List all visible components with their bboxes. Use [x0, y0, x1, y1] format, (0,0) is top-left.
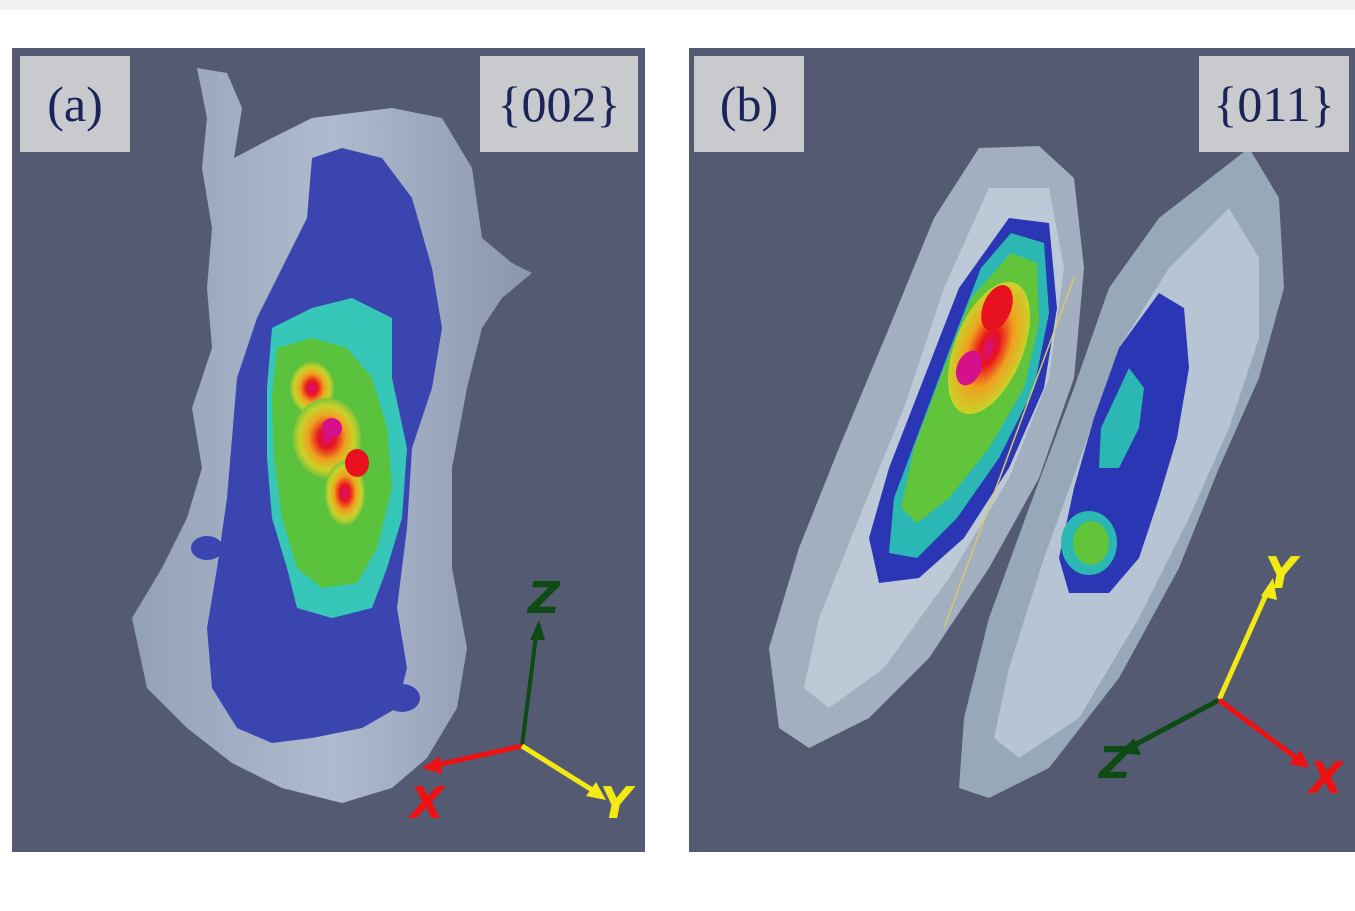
- axis-label-z-b: Z: [1097, 738, 1132, 789]
- axis-label-y-b: Y: [1265, 548, 1301, 599]
- panel-b: Y Z X (b) {011}: [689, 48, 1355, 852]
- top-strip: [0, 0, 1355, 10]
- plane-label: {002}: [480, 56, 638, 152]
- plane-label: {011}: [1199, 56, 1349, 152]
- panel-tag: (a): [20, 56, 130, 152]
- axis-label-z-a: Z: [526, 573, 561, 624]
- axis-triad-a: [422, 620, 606, 800]
- axis-label-y-a: Y: [600, 778, 636, 829]
- panel-tag: (b): [694, 56, 804, 152]
- axis-triad-b: [1119, 578, 1309, 768]
- isosurface-render-b: Y Z X: [769, 146, 1345, 804]
- core-2-a: [293, 398, 361, 478]
- core-3-a: [325, 461, 365, 525]
- axis-label-x-a: X: [407, 778, 446, 829]
- panel-a: Z X Y (a) {002}: [12, 48, 645, 852]
- axis-label-x-b: X: [1306, 753, 1345, 804]
- green-isosurface-right-b: [1073, 521, 1109, 565]
- isosurface-render-a: Z X Y: [132, 68, 636, 829]
